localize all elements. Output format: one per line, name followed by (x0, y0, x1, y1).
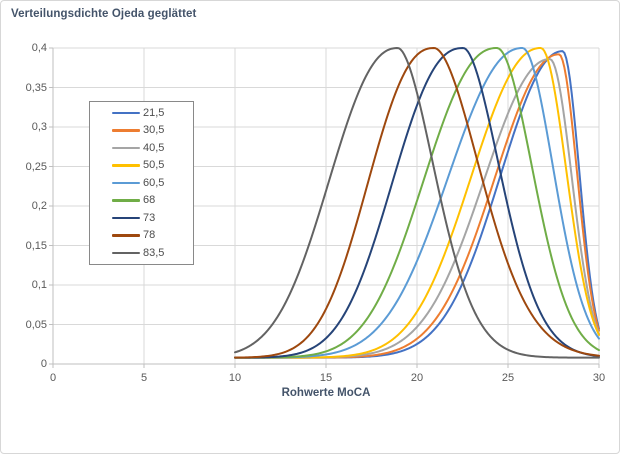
legend[interactable]: 21,5 30,5 40,5 50,5 60,5 68 73 78 83,5 (89, 101, 194, 265)
legend-label: 21,5 (143, 106, 165, 119)
series-line-68 (234, 47, 600, 359)
axis-lines (49, 47, 600, 368)
y-tick-label: 0,15 (25, 239, 47, 252)
legend-label: 60,5 (143, 176, 165, 189)
legend-line-swatch (112, 199, 140, 202)
series-curves (234, 47, 600, 359)
legend-item-68[interactable]: 68 (90, 192, 193, 210)
legend-line-swatch (112, 164, 140, 167)
legend-item-50,5[interactable]: 50,5 (90, 157, 193, 175)
y-tick-label: 0,4 (31, 42, 47, 54)
x-tick-label: 10 (228, 372, 242, 384)
legend-label: 30,5 (143, 124, 165, 137)
x-tick-label: 30 (592, 372, 606, 384)
legend-label: 78 (143, 229, 156, 242)
series-line-78 (234, 47, 600, 359)
x-axis-title[interactable]: Rohwerte MoCA (281, 387, 371, 399)
chart-title[interactable]: Verteilungsdichte Ojeda geglättet (11, 8, 197, 20)
legend-line-swatch (112, 216, 140, 219)
y-tick-label: 0 (40, 358, 47, 370)
legend-line-swatch (112, 146, 140, 149)
y-tick-label: 0,2 (31, 200, 47, 212)
y-tick-label: 0,05 (25, 318, 47, 331)
legend-line-swatch (112, 234, 140, 237)
y-tick-label: 0,1 (31, 279, 47, 291)
x-tick-label: 15 (319, 372, 333, 384)
legend-line-swatch (112, 111, 140, 114)
legend-label: 68 (143, 194, 156, 207)
legend-label: 83,5 (143, 246, 165, 259)
legend-label: 40,5 (143, 141, 165, 154)
legend-label: 73 (143, 211, 156, 224)
legend-item-73[interactable]: 73 (90, 209, 193, 227)
legend-item-21,5[interactable]: 21,5 (90, 104, 193, 122)
series-line-73 (234, 47, 600, 359)
legend-item-78[interactable]: 78 (90, 227, 193, 245)
x-tick-label: 20 (410, 372, 424, 384)
x-tick-label: 5 (140, 372, 148, 384)
legend-item-83,5[interactable]: 83,5 (90, 244, 193, 262)
legend-line-swatch (112, 251, 140, 254)
y-tick-label: 0,25 (25, 160, 47, 173)
y-tick-label: 0,35 (25, 81, 47, 94)
x-tick-label: 0 (49, 372, 57, 384)
legend-label: 50,5 (143, 159, 165, 172)
legend-item-40,5[interactable]: 40,5 (90, 139, 193, 157)
legend-item-60,5[interactable]: 60,5 (90, 174, 193, 192)
x-tick-label: 25 (501, 372, 515, 384)
legend-item-30,5[interactable]: 30,5 (90, 122, 193, 140)
y-tick-label: 0,3 (31, 121, 47, 133)
legend-line-swatch (112, 129, 140, 132)
series-line-83,5 (234, 47, 600, 359)
legend-line-swatch (112, 181, 140, 184)
